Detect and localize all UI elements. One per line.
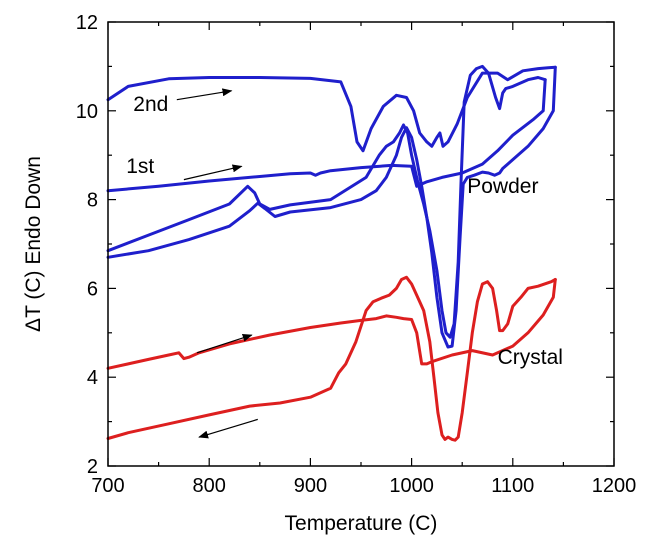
label-crystal: Crystal bbox=[498, 346, 563, 369]
y-tick-label: 6 bbox=[87, 278, 98, 300]
label-powder: Powder bbox=[467, 175, 538, 198]
y-tick-label: 12 bbox=[76, 12, 98, 34]
y-tick-label: 10 bbox=[76, 101, 98, 123]
x-tick-label: 1100 bbox=[491, 475, 534, 497]
y-tick-label: 4 bbox=[87, 367, 98, 389]
series-line-crystal-heat bbox=[106, 278, 557, 370]
series-line-powder-2nd-heat bbox=[106, 65, 557, 153]
series-line-powder-2nd-cool bbox=[106, 65, 557, 349]
x-tick-label: 1200 bbox=[592, 475, 637, 497]
label-1st: 1st bbox=[126, 155, 154, 178]
y-tick-label: 2 bbox=[87, 456, 98, 478]
annotation-layer: 2nd 1st Powder Crystal bbox=[126, 88, 563, 439]
arrow-crystal-cool bbox=[198, 418, 258, 439]
series-line-crystal-cool bbox=[106, 275, 557, 442]
x-tick-label: 900 bbox=[294, 475, 327, 497]
y-axis-title: ΔT (C) Endo Down bbox=[22, 156, 45, 332]
series-line-powder-1st-heat bbox=[106, 78, 547, 193]
axes-layer: 700 800 900 1000 1100 1200 2 4 6 8 10 12 bbox=[76, 12, 637, 497]
label-2nd: 2nd bbox=[133, 93, 168, 116]
plot-frame bbox=[107, 21, 615, 467]
x-tick-label: 1000 bbox=[389, 475, 434, 497]
x-tick-label: 800 bbox=[193, 475, 226, 497]
series-line-powder-1st-cool bbox=[106, 64, 547, 339]
y-tick-label: 8 bbox=[87, 190, 98, 212]
arrow-crystal-heat bbox=[196, 333, 253, 354]
arrow-2nd bbox=[176, 88, 233, 101]
series-layer bbox=[106, 64, 557, 442]
arrow-1st bbox=[183, 164, 243, 181]
x-tick-label: 700 bbox=[91, 475, 124, 497]
x-axis-title: Temperature (C) bbox=[285, 512, 438, 535]
